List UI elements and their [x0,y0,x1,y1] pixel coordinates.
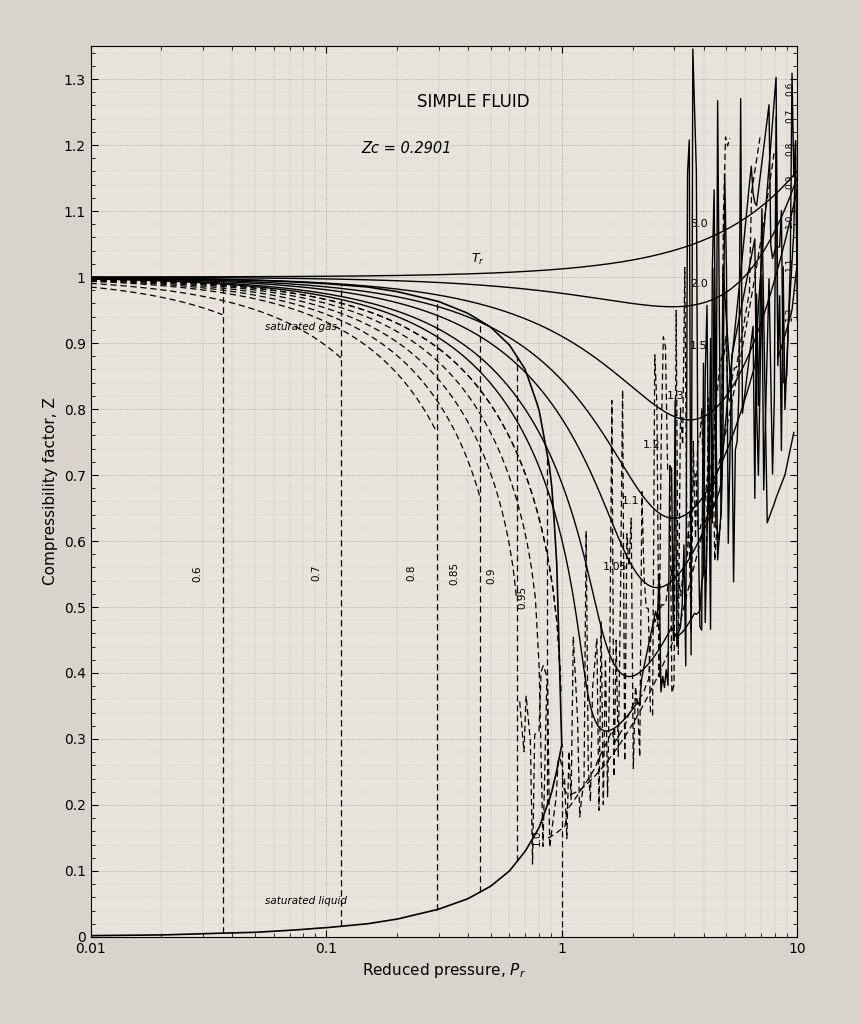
Text: 1.5: 1.5 [689,341,707,351]
Text: 2.0: 2.0 [689,279,707,289]
Text: 0.6: 0.6 [784,82,794,96]
Text: $T_r$: $T_r$ [470,252,484,267]
Text: 0.85: 0.85 [449,562,459,585]
Text: Zc = 0.2901: Zc = 0.2901 [362,141,451,156]
Text: 1.1: 1.1 [621,497,639,507]
Text: 1.2: 1.2 [641,440,660,451]
X-axis label: Reduced pressure, $P_r$: Reduced pressure, $P_r$ [362,962,525,980]
Text: 1.0: 1.0 [784,214,794,228]
Text: saturated gas: saturated gas [264,322,337,332]
Text: 1.0: 1.0 [530,829,541,846]
Text: 1.3: 1.3 [666,391,684,400]
Text: 0.6: 0.6 [192,565,202,582]
Text: 0.8: 0.8 [406,564,416,581]
Text: 0.95: 0.95 [517,586,526,608]
Text: 0.9: 0.9 [784,174,794,188]
Text: saturated liquid: saturated liquid [264,896,346,905]
Y-axis label: Compressibility factor, Z: Compressibility factor, Z [43,397,58,586]
Text: 1.05: 1.05 [603,562,627,572]
Text: 0.9: 0.9 [486,568,496,585]
Text: 0.7: 0.7 [784,109,794,123]
Text: 0.7: 0.7 [311,564,320,581]
Text: 5.0: 5.0 [689,219,707,229]
Text: 0.8: 0.8 [784,141,794,156]
Text: 1.1: 1.1 [784,257,794,271]
Text: SIMPLE FLUID: SIMPLE FLUID [416,93,529,112]
Text: 1.3: 1.3 [784,306,794,321]
